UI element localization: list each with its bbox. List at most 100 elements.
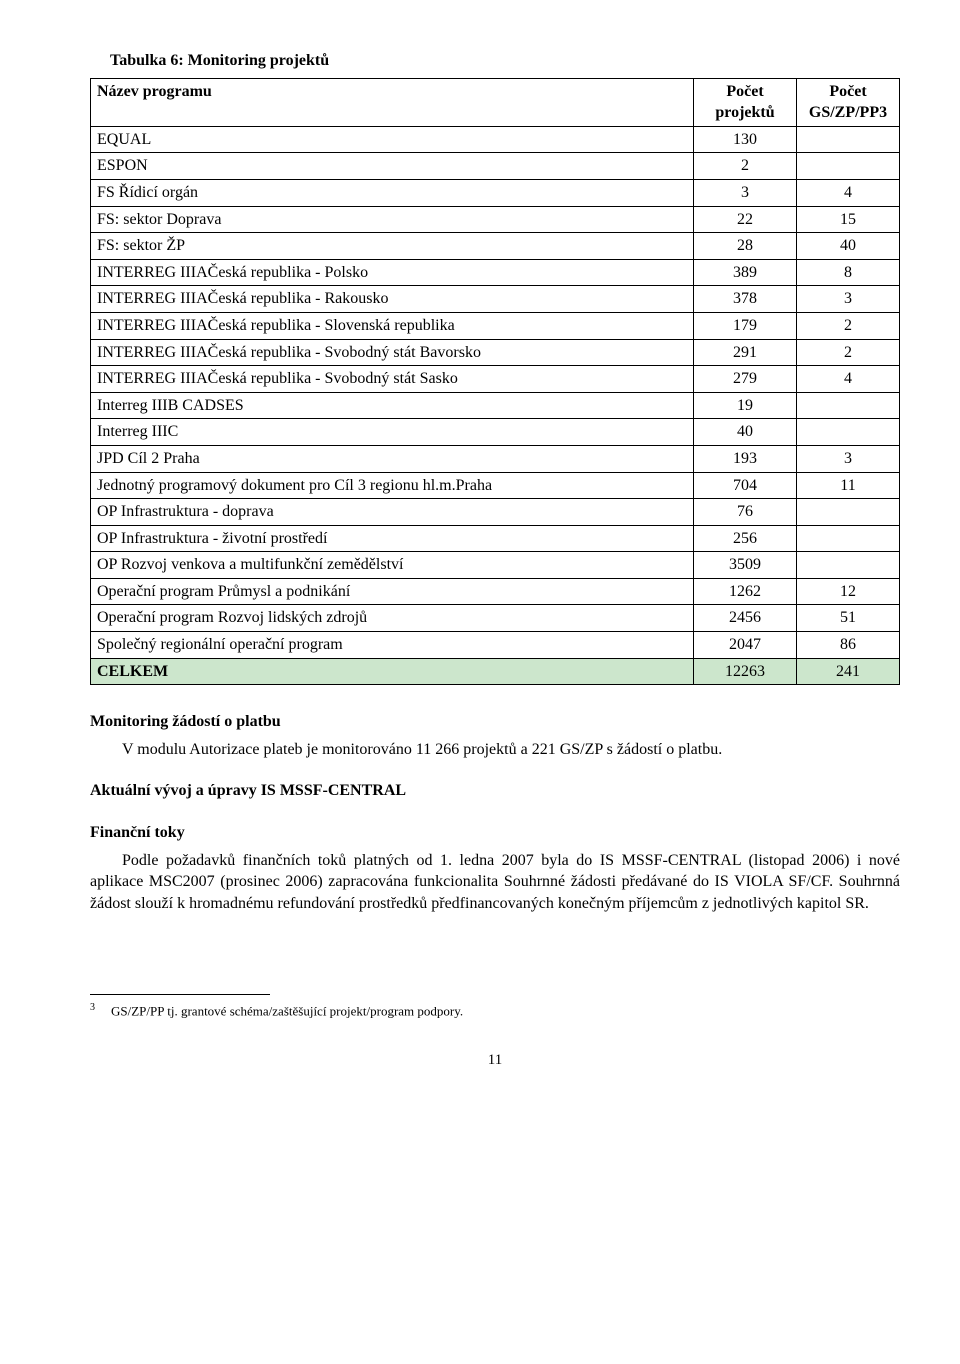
table-row: Společný regionální operační program2047… bbox=[91, 632, 900, 659]
cell-name: OP Infrastruktura - životní prostředí bbox=[91, 525, 694, 552]
cell-projects: 378 bbox=[694, 286, 797, 313]
cell-projects: 19 bbox=[694, 392, 797, 419]
cell-gszppp bbox=[797, 499, 900, 526]
footnote-text: GS/ZP/PP tj. grantové schéma/zaštěšující… bbox=[111, 1004, 463, 1019]
cell-gszppp: 15 bbox=[797, 206, 900, 233]
table-row: Jednotný programový dokument pro Cíl 3 r… bbox=[91, 472, 900, 499]
cell-gszppp bbox=[797, 552, 900, 579]
section-body-monitoring-zadosti: V modulu Autorizace plateb je monitorová… bbox=[90, 739, 900, 761]
cell-name: INTERREG IIIAČeská republika - Rakousko bbox=[91, 286, 694, 313]
cell-name: INTERREG IIIAČeská republika - Svobodný … bbox=[91, 339, 694, 366]
cell-gszppp bbox=[797, 126, 900, 153]
cell-gszppp bbox=[797, 392, 900, 419]
cell-projects: 256 bbox=[694, 525, 797, 552]
cell-projects: 2 bbox=[694, 153, 797, 180]
cell-projects: 2047 bbox=[694, 632, 797, 659]
cell-name: INTERREG IIIAČeská republika - Slovenská… bbox=[91, 312, 694, 339]
table-row: INTERREG IIIAČeská republika - Svobodný … bbox=[91, 366, 900, 393]
section-body-financni-toky: Podle požadavků finančních toků platných… bbox=[90, 850, 900, 915]
cell-name: Interreg IIIB CADSES bbox=[91, 392, 694, 419]
cell-name: Společný regionální operační program bbox=[91, 632, 694, 659]
cell-name: Operační program Rozvoj lidských zdrojů bbox=[91, 605, 694, 632]
cell-name: OP Infrastruktura - doprava bbox=[91, 499, 694, 526]
cell-total-gszppp: 241 bbox=[797, 658, 900, 685]
cell-gszppp: 2 bbox=[797, 312, 900, 339]
cell-name: OP Rozvoj venkova a multifunkční zeměděl… bbox=[91, 552, 694, 579]
cell-name: INTERREG IIIAČeská republika - Polsko bbox=[91, 259, 694, 286]
cell-projects: 1262 bbox=[694, 578, 797, 605]
cell-name: ESPON bbox=[91, 153, 694, 180]
cell-gszppp: 3 bbox=[797, 286, 900, 313]
section-title-aktualni-vyvoj: Aktuální vývoj a úpravy IS MSSF-CENTRAL bbox=[90, 780, 900, 802]
table-row: Operační program Průmysl a podnikání1262… bbox=[91, 578, 900, 605]
cell-name: Operační program Průmysl a podnikání bbox=[91, 578, 694, 605]
cell-projects: 193 bbox=[694, 445, 797, 472]
section-title-financni-toky: Finanční toky bbox=[90, 822, 900, 844]
table-row: Operační program Rozvoj lidských zdrojů2… bbox=[91, 605, 900, 632]
table-row: OP Infrastruktura - doprava76 bbox=[91, 499, 900, 526]
cell-gszppp: 86 bbox=[797, 632, 900, 659]
cell-projects: 179 bbox=[694, 312, 797, 339]
cell-gszppp: 4 bbox=[797, 366, 900, 393]
table-row: FS: sektor ŽP2840 bbox=[91, 233, 900, 260]
cell-gszppp bbox=[797, 153, 900, 180]
cell-gszppp: 40 bbox=[797, 233, 900, 260]
table-row: FS: sektor Doprava2215 bbox=[91, 206, 900, 233]
cell-name: JPD Cíl 2 Praha bbox=[91, 445, 694, 472]
cell-gszppp bbox=[797, 419, 900, 446]
cell-gszppp: 2 bbox=[797, 339, 900, 366]
cell-projects: 130 bbox=[694, 126, 797, 153]
cell-name: FS: sektor Doprava bbox=[91, 206, 694, 233]
cell-projects: 76 bbox=[694, 499, 797, 526]
cell-gszppp bbox=[797, 525, 900, 552]
cell-gszppp: 51 bbox=[797, 605, 900, 632]
cell-name: EQUAL bbox=[91, 126, 694, 153]
table-row: OP Rozvoj venkova a multifunkční zeměděl… bbox=[91, 552, 900, 579]
footnote-separator bbox=[90, 994, 270, 995]
cell-projects: 3 bbox=[694, 179, 797, 206]
monitoring-table: Název programu Počet projektů Počet GS/Z… bbox=[90, 78, 900, 686]
cell-gszppp: 12 bbox=[797, 578, 900, 605]
cell-gszppp: 8 bbox=[797, 259, 900, 286]
cell-gszppp: 11 bbox=[797, 472, 900, 499]
table-row: ESPON2 bbox=[91, 153, 900, 180]
cell-name: Interreg IIIC bbox=[91, 419, 694, 446]
col-gszppp: Počet GS/ZP/PP3 bbox=[797, 78, 900, 126]
col-projects: Počet projektů bbox=[694, 78, 797, 126]
table-row: FS Řídicí orgán34 bbox=[91, 179, 900, 206]
cell-projects: 291 bbox=[694, 339, 797, 366]
cell-projects: 279 bbox=[694, 366, 797, 393]
table-row: Interreg IIIB CADSES19 bbox=[91, 392, 900, 419]
table-caption: Tabulka 6: Monitoring projektů bbox=[90, 50, 900, 72]
table-row: Interreg IIIC40 bbox=[91, 419, 900, 446]
cell-projects: 28 bbox=[694, 233, 797, 260]
cell-gszppp: 3 bbox=[797, 445, 900, 472]
table-row: INTERREG IIIAČeská republika - Svobodný … bbox=[91, 339, 900, 366]
cell-total-projects: 12263 bbox=[694, 658, 797, 685]
cell-projects: 704 bbox=[694, 472, 797, 499]
table-row: EQUAL130 bbox=[91, 126, 900, 153]
cell-projects: 2456 bbox=[694, 605, 797, 632]
section-title-monitoring-zadosti: Monitoring žádostí o platbu bbox=[90, 711, 900, 733]
table-row: JPD Cíl 2 Praha1933 bbox=[91, 445, 900, 472]
cell-projects: 389 bbox=[694, 259, 797, 286]
table-row: INTERREG IIIAČeská republika - Polsko389… bbox=[91, 259, 900, 286]
table-row: INTERREG IIIAČeská republika - Rakousko3… bbox=[91, 286, 900, 313]
cell-name: FS: sektor ŽP bbox=[91, 233, 694, 260]
cell-name: Jednotný programový dokument pro Cíl 3 r… bbox=[91, 472, 694, 499]
col-name: Název programu bbox=[91, 78, 694, 126]
footnote: 3 GS/ZP/PP tj. grantové schéma/zaštěšujíc… bbox=[90, 1001, 900, 1020]
cell-projects: 40 bbox=[694, 419, 797, 446]
footnote-number: 3 bbox=[90, 1002, 95, 1013]
cell-projects: 22 bbox=[694, 206, 797, 233]
table-row: INTERREG IIIAČeská republika - Slovenská… bbox=[91, 312, 900, 339]
cell-projects: 3509 bbox=[694, 552, 797, 579]
cell-name: INTERREG IIIAČeská republika - Svobodný … bbox=[91, 366, 694, 393]
table-row: OP Infrastruktura - životní prostředí256 bbox=[91, 525, 900, 552]
cell-gszppp: 4 bbox=[797, 179, 900, 206]
page-number: 11 bbox=[90, 1050, 900, 1070]
table-total-row: CELKEM12263241 bbox=[91, 658, 900, 685]
cell-total-label: CELKEM bbox=[91, 658, 694, 685]
table-header-row: Název programu Počet projektů Počet GS/Z… bbox=[91, 78, 900, 126]
cell-name: FS Řídicí orgán bbox=[91, 179, 694, 206]
